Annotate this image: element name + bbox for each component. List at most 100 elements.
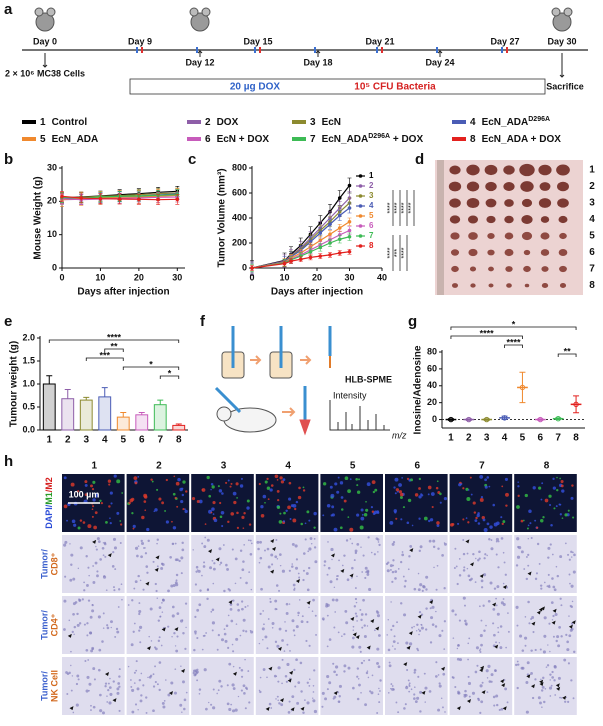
nucleus (102, 627, 105, 629)
nucleus (271, 627, 274, 629)
nucleus (322, 618, 325, 621)
nucleus (415, 630, 418, 632)
nucleus (154, 680, 157, 684)
cell (339, 526, 343, 530)
cell (264, 501, 266, 504)
nucleus (266, 647, 269, 650)
nucleus (424, 701, 426, 703)
cell (457, 522, 460, 525)
cell (230, 512, 235, 516)
nucleus (390, 683, 393, 685)
nucleus (152, 685, 156, 688)
nucleus (308, 606, 310, 609)
nucleus (479, 605, 481, 608)
mouse-icon (551, 7, 573, 32)
nucleus (193, 648, 196, 652)
cell (180, 499, 184, 504)
cell (235, 482, 239, 486)
cell (94, 511, 98, 515)
nucleus (249, 539, 252, 542)
nucleus (285, 612, 289, 615)
nucleus (392, 541, 396, 544)
cell (366, 482, 371, 487)
nucleus (142, 588, 145, 591)
nucleus (301, 615, 304, 618)
nucleus (527, 538, 530, 540)
ihc-image (320, 535, 383, 593)
nucleus (86, 675, 90, 679)
nucleus (416, 623, 419, 627)
nucleus (480, 700, 484, 704)
nucleus (443, 587, 446, 590)
nucleus (171, 636, 173, 638)
cell (371, 480, 376, 485)
nucleus (370, 551, 373, 554)
nucleus (63, 543, 67, 547)
dose-mark (196, 47, 198, 53)
cell (484, 478, 488, 482)
cell (242, 527, 245, 530)
nucleus (198, 692, 201, 695)
nucleus (305, 639, 308, 643)
cell (241, 515, 245, 520)
nucleus (93, 678, 96, 681)
x-tick-label: 2 (466, 433, 472, 444)
nucleus (194, 632, 197, 635)
nucleus (329, 580, 333, 584)
nucleus (138, 612, 141, 616)
nucleus (387, 648, 391, 652)
cell (108, 483, 111, 486)
y-tick-label: 800 (232, 162, 247, 172)
nucleus (302, 552, 306, 555)
cell (473, 511, 477, 514)
nucleus (343, 664, 347, 668)
nucleus (551, 670, 554, 674)
bar (153, 404, 167, 431)
nucleus (227, 588, 230, 591)
cell (467, 489, 470, 491)
nucleus (108, 701, 112, 705)
dose-mark (436, 47, 438, 53)
nucleus (176, 558, 179, 562)
nucleus (551, 577, 554, 580)
nucleus (88, 574, 90, 577)
legend-number: 2 (205, 117, 211, 128)
nucleus (335, 673, 338, 677)
tumor (451, 265, 459, 273)
nucleus (276, 558, 279, 560)
nucleus (406, 669, 409, 672)
cell (365, 508, 369, 512)
arrowhead (536, 610, 541, 615)
cell (191, 497, 196, 501)
nucleus (531, 616, 535, 619)
cell (402, 506, 406, 509)
cell (347, 489, 352, 494)
cell (71, 519, 76, 524)
cell (70, 482, 75, 487)
marker (308, 249, 313, 254)
arrowhead (174, 627, 179, 632)
cell (431, 505, 434, 509)
cell (376, 511, 380, 514)
cell (225, 481, 228, 484)
row-label-part: DAPI/ (44, 504, 54, 529)
nucleus (91, 609, 95, 613)
y-tick-label: 400 (232, 212, 247, 222)
nucleus (112, 537, 117, 541)
nucleus (376, 647, 380, 651)
legend-entry: 8 EcN_ADA + DOX (470, 134, 561, 145)
nucleus (156, 538, 159, 541)
ihc-image (191, 596, 254, 654)
nucleus (288, 569, 291, 572)
nucleus (227, 614, 230, 617)
nucleus (434, 625, 438, 628)
nucleus (107, 682, 110, 685)
nucleus (403, 613, 407, 617)
ihc-image (62, 657, 125, 715)
legend-number: 7 (310, 134, 316, 145)
nucleus (485, 624, 487, 627)
nucleus (241, 568, 245, 572)
tumor (504, 215, 514, 224)
arrowhead (270, 569, 275, 574)
error-bar (501, 415, 508, 421)
